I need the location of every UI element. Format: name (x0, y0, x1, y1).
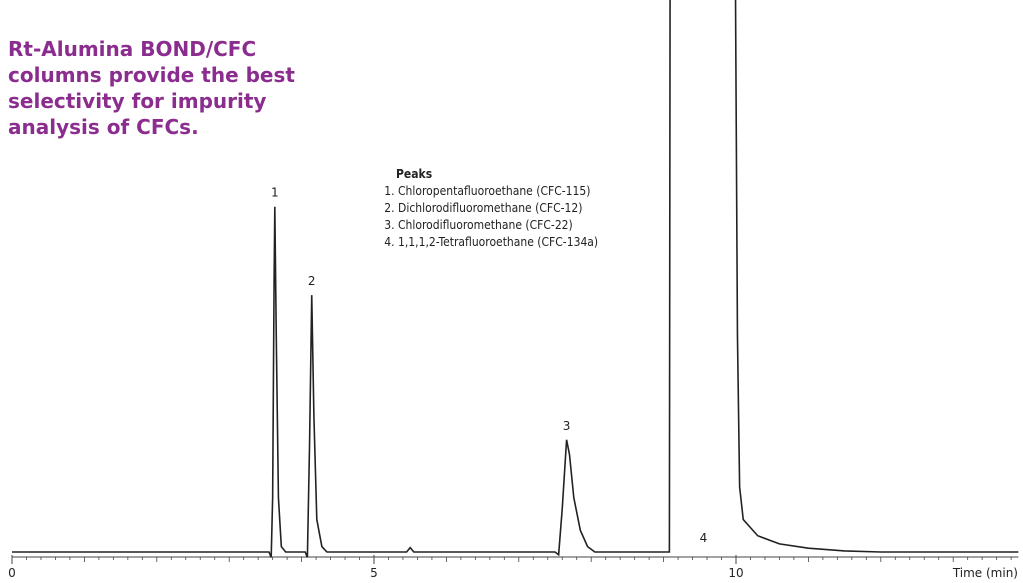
trace (12, 0, 1019, 558)
x-tick-label: 5 (370, 566, 378, 580)
legend-item: Dichlorodifluoromethane (CFC-12) (398, 200, 598, 217)
peak-label: 4 (700, 531, 708, 545)
x-tick-label: 10 (728, 566, 743, 580)
x-tick-label: 0 (8, 566, 16, 580)
x-axis-label: Time (min) (952, 566, 1018, 580)
peak-label: 2 (308, 274, 316, 288)
peak-label: 1 (271, 186, 279, 200)
legend-item: Chlorodifluoromethane (CFC-22) (398, 217, 598, 234)
chart-title: Rt-Alumina BOND/CFC columns provide the … (8, 37, 295, 139)
peak-label: 3 (563, 419, 571, 433)
legend-list: Chloropentafluoroethane (CFC-115)Dichlor… (378, 183, 598, 251)
legend-item: 1,1,1,2-Tetrafluoroethane (CFC-134a) (398, 234, 598, 251)
legend-item: Chloropentafluoroethane (CFC-115) (398, 183, 598, 200)
legend-title: Peaks (396, 167, 433, 181)
legend: Peaks Chloropentafluoroethane (CFC-115)D… (378, 166, 598, 251)
